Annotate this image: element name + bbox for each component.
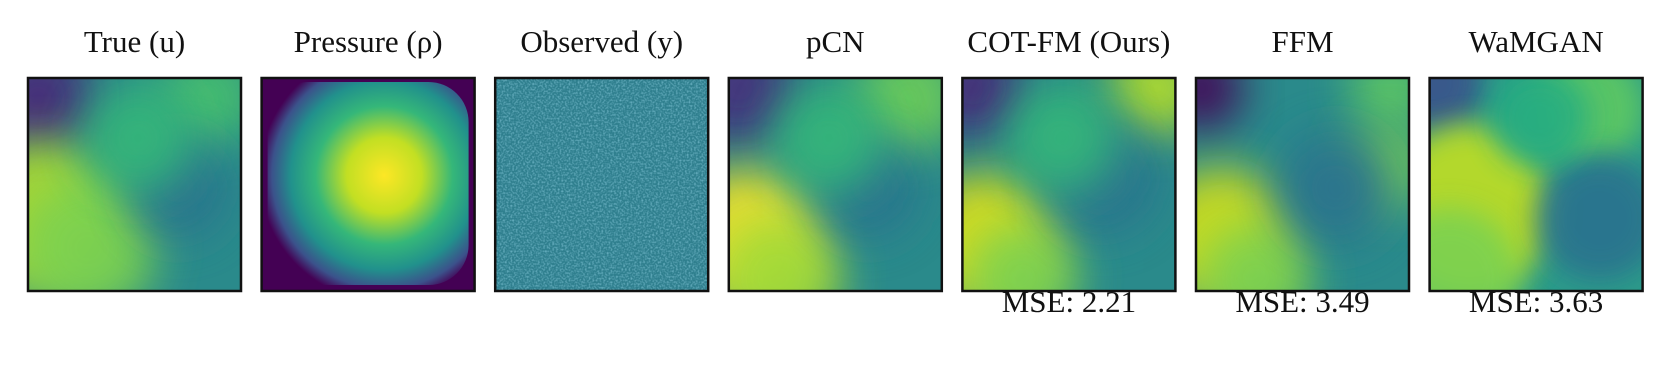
panel-frame (1194, 76, 1411, 293)
heatmap (962, 78, 1176, 291)
panel-title: WaMGAN (1468, 24, 1603, 59)
panel: Observed (y) (493, 24, 710, 293)
panel: True (u) (26, 24, 243, 293)
panel-title: COT-FM (Ours) (967, 24, 1170, 59)
panel-frame (26, 76, 243, 293)
heatmap (28, 78, 241, 291)
heatmap (495, 78, 709, 291)
heatmap (1196, 78, 1409, 291)
panel: WaMGAN MSE: 3.63 (1428, 24, 1644, 319)
heatmap (1429, 78, 1643, 291)
panel-title: FFM (1271, 24, 1333, 59)
panel: Pressure (ρ) (260, 24, 476, 293)
panel-title: Observed (y) (520, 24, 683, 59)
panel-frame (961, 76, 1177, 293)
panel-title: pCN (806, 24, 865, 59)
heatmap (728, 78, 942, 291)
panel: pCN (727, 24, 944, 293)
heatmap (261, 78, 475, 291)
panel: COT-FM (Ours) MSE: 2.21 (961, 24, 1177, 319)
panel-title: Pressure (ρ) (294, 24, 443, 59)
panel-frame (493, 76, 710, 293)
panel-title: True (u) (84, 24, 185, 59)
panel-frame (260, 76, 476, 293)
panel: FFM MSE: 3.49 (1194, 24, 1411, 319)
panel-caption: MSE: 3.49 (1235, 284, 1369, 319)
panel-caption: MSE: 2.21 (1002, 284, 1136, 319)
panel-frame (1428, 76, 1644, 293)
panel-frame (727, 76, 944, 293)
panel-caption: MSE: 3.63 (1469, 284, 1603, 319)
